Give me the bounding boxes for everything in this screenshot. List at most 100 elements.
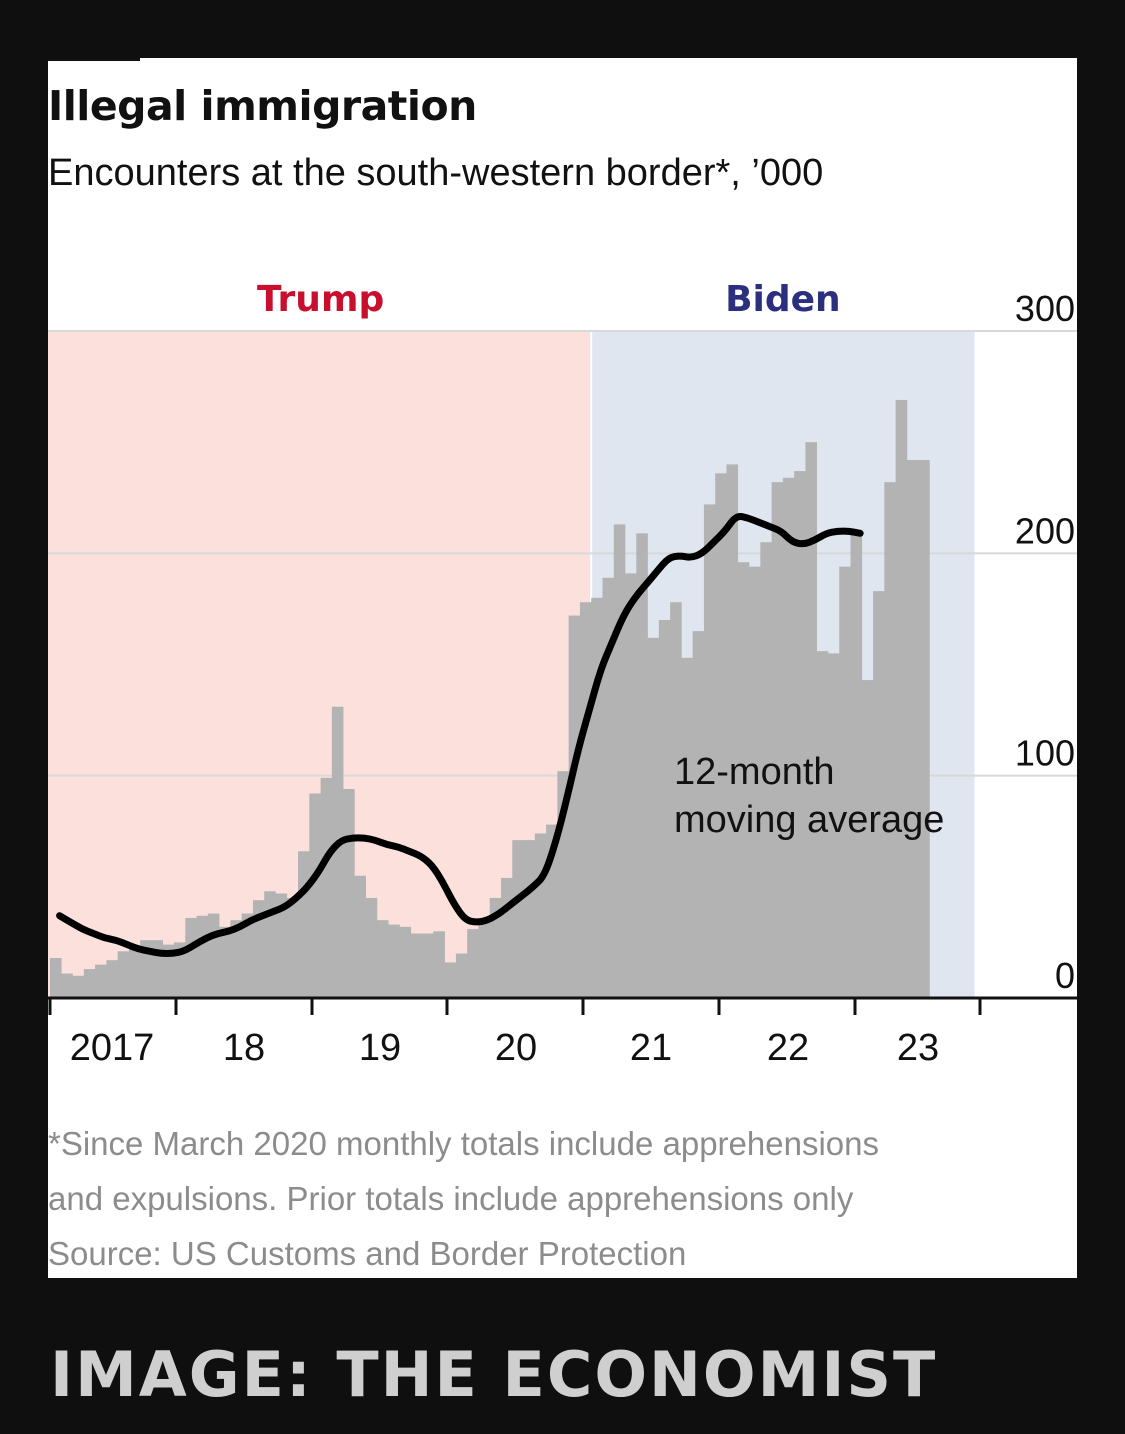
bar [174,942,186,998]
bar [726,464,739,998]
top-rule [48,58,140,61]
bar [703,504,716,998]
bar [568,615,581,998]
bar [343,789,355,998]
bar [850,531,863,998]
bar [444,962,457,998]
bar [410,933,423,998]
bar [602,577,615,998]
bar [715,473,727,998]
bar [286,897,299,998]
x-tick-label: 2017 [70,1027,155,1069]
bar [681,657,693,998]
bar [613,524,626,998]
bar [140,940,152,998]
chart-title: Illegal immigration [48,82,477,130]
bar [365,897,378,998]
bar [61,973,73,998]
bar [151,940,164,998]
chart-subtitle: Encounters at the south-western border*,… [48,152,824,194]
bar [331,706,344,998]
bar [320,777,333,998]
bar [478,922,491,998]
bar [658,620,671,998]
bar [354,875,366,998]
bar [579,602,592,998]
bar [399,926,412,998]
bar [275,893,288,998]
moving-average-line [56,512,864,957]
bar [455,953,468,998]
bar [241,913,254,998]
bar [219,926,231,998]
bar [388,924,400,998]
bar [298,851,310,998]
period-label-trump: Trump [257,279,384,320]
bar [376,920,389,998]
bar [546,824,558,998]
bar [794,471,806,998]
x-tick-label: 22 [767,1027,809,1069]
bar [884,482,896,999]
bar [230,920,242,998]
bar [489,897,502,998]
y-tick-label: 300 [1015,288,1075,329]
bar [771,482,784,999]
chart-text: Trump Biden 0 100 200 300 12-month moving avera… [70,279,1075,1069]
chart-panel: Illegal immigration Encounters at the so… [48,58,1077,1278]
bar [95,964,107,998]
bar [918,459,930,998]
bar [106,960,118,998]
bar [760,542,772,998]
chart-svg: Trump Biden 0 100 200 300 12-month moving avera… [48,279,1077,1069]
bar [523,840,536,998]
footnote-line: and expulsions. Prior totals include app… [48,1180,854,1217]
bar [252,900,265,998]
y-tick-label: 100 [1015,733,1075,774]
bar [906,459,919,998]
bar [117,951,130,998]
bar [670,602,682,998]
bar [839,566,851,998]
bar [534,833,547,998]
bar [861,680,874,998]
bar [207,913,220,998]
bar [737,562,750,998]
monthly-bars [50,399,930,999]
bar [422,933,434,998]
bar [264,891,276,998]
bar [128,949,141,998]
bar [625,573,637,998]
bar [72,975,85,998]
annotation-line: 12-month [674,751,835,793]
bar [557,771,569,998]
x-tick-label: 18 [223,1027,265,1069]
bar [185,917,197,998]
moving-average-path [56,512,864,957]
bar [816,651,829,998]
bar [196,915,209,998]
annotation-line: moving average [674,799,944,841]
bar [83,969,96,998]
bar [50,957,62,998]
bar [591,597,603,998]
x-axis [48,996,1077,1015]
bar [873,591,885,998]
y-tick-label: 0 [1055,955,1075,996]
footnote-line: *Since March 2020 monthly totals include… [48,1125,879,1162]
bar [827,653,840,998]
y-tick-label: 200 [1015,510,1075,551]
bar [692,631,705,998]
bar [782,477,795,998]
bar [309,793,321,998]
bar [647,637,660,998]
source-line: Source: US Customs and Border Protection [48,1235,687,1272]
bar [162,944,175,998]
bar [895,399,908,998]
bar [512,840,524,998]
x-tick-label: 21 [630,1027,672,1069]
footnote: *Since March 2020 monthly totals include… [48,1116,879,1278]
bar [501,877,513,998]
bar [749,566,761,998]
image-credit: IMAGE: THE ECONOMIST [50,1338,938,1411]
